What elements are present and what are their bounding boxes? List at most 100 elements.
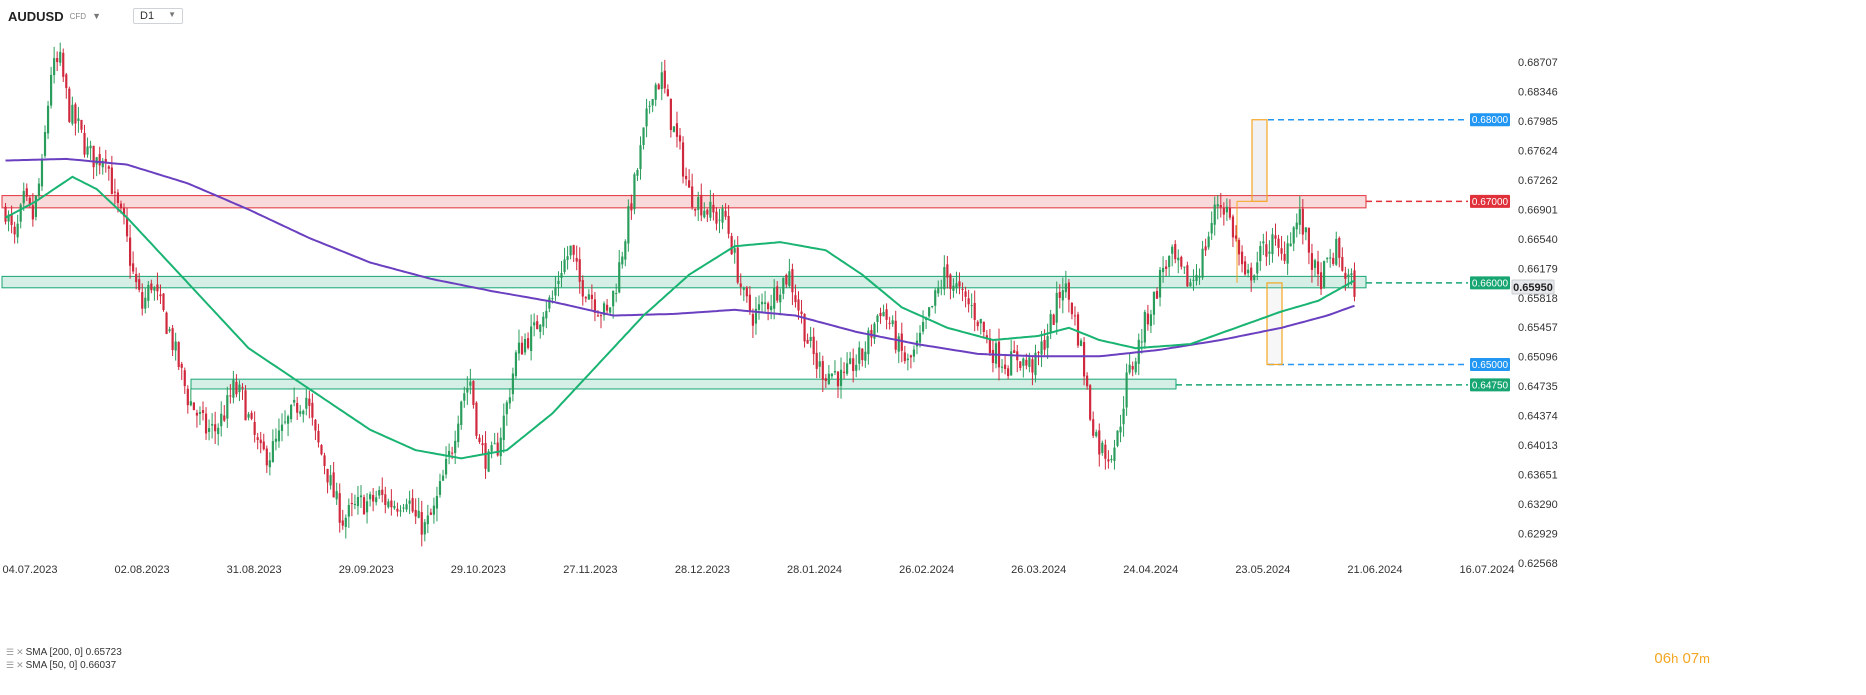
- candle: [347, 498, 350, 528]
- candle-body: [1086, 375, 1089, 387]
- candle: [1122, 396, 1125, 437]
- candle-body: [809, 336, 812, 341]
- candle-body: [1113, 447, 1116, 461]
- candle: [745, 285, 748, 303]
- candle-body: [554, 287, 557, 296]
- close-icon[interactable]: ✕: [16, 647, 24, 657]
- y-tick-label: 0.64735: [1518, 381, 1558, 393]
- candle-body: [867, 330, 870, 355]
- candle: [1304, 227, 1307, 241]
- candle-body: [839, 369, 843, 386]
- y-tick-label: 0.68346: [1518, 87, 1558, 99]
- candle-body: [882, 311, 885, 317]
- candle: [782, 277, 785, 300]
- candle-body: [1174, 244, 1177, 260]
- candle-body: [390, 500, 393, 508]
- candle: [946, 255, 949, 289]
- candle-body: [520, 342, 524, 355]
- candle: [888, 316, 891, 330]
- candle: [65, 72, 68, 99]
- menu-icon[interactable]: ☰: [6, 660, 15, 670]
- symbol-label[interactable]: AUDUSD: [8, 8, 64, 24]
- candle-body: [709, 201, 712, 218]
- candle: [204, 407, 208, 440]
- candle-body: [116, 192, 120, 203]
- candle-body: [1262, 241, 1265, 244]
- level-zone: [190, 378, 1177, 390]
- candle-body: [636, 170, 639, 176]
- candle: [593, 291, 597, 322]
- close-icon[interactable]: ✕: [16, 660, 24, 670]
- candle: [1329, 248, 1332, 268]
- candle: [53, 46, 56, 84]
- candle-body: [937, 287, 940, 294]
- candle-body: [1028, 357, 1031, 367]
- candle-body: [277, 430, 281, 442]
- candle-body: [1022, 358, 1025, 366]
- candle: [849, 351, 852, 365]
- candle: [985, 330, 988, 344]
- candle: [378, 486, 381, 499]
- candle-body: [83, 132, 86, 155]
- candle-body: [1298, 209, 1301, 225]
- candle-body: [548, 297, 551, 309]
- timeframe-select[interactable]: D1 ▼: [133, 8, 183, 24]
- candle: [633, 172, 636, 215]
- y-tick-label: 0.67624: [1518, 145, 1558, 157]
- candle-body: [502, 415, 505, 440]
- candle: [940, 279, 943, 296]
- candle: [794, 284, 797, 308]
- candle: [25, 183, 28, 202]
- legend-sma-200[interactable]: ☰ ✕ SMA [200, 0] 0.65723: [6, 647, 122, 658]
- candle-body: [669, 98, 672, 130]
- candle-body: [627, 206, 630, 244]
- candle-body: [782, 277, 785, 294]
- legend-sma-50[interactable]: ☰ ✕ SMA [50, 0] 0.66037: [6, 660, 116, 671]
- candle: [356, 485, 360, 515]
- candle: [1301, 199, 1304, 245]
- x-tick-label: 26.02.2024: [899, 564, 954, 576]
- x-tick-label: 27.11.2023: [563, 564, 617, 576]
- candle-body: [43, 132, 47, 156]
- candle: [1125, 363, 1128, 416]
- candle: [1055, 281, 1058, 335]
- candle: [873, 321, 876, 345]
- x-tick-label: 29.10.2023: [451, 564, 506, 576]
- candle: [113, 178, 116, 205]
- candle: [809, 326, 812, 348]
- candle: [344, 514, 347, 539]
- candle-body: [128, 237, 132, 266]
- candle-body: [940, 287, 943, 289]
- chevron-down-icon[interactable]: ▼: [92, 11, 101, 21]
- candle: [496, 432, 499, 457]
- candle: [751, 308, 755, 338]
- candle: [444, 446, 448, 479]
- candle-body: [274, 438, 278, 442]
- candle-body: [369, 494, 372, 500]
- candle: [602, 301, 606, 321]
- candle-body: [226, 395, 229, 419]
- candle: [842, 362, 846, 379]
- candle: [539, 324, 542, 339]
- candle: [1104, 439, 1107, 470]
- candle-body: [1101, 442, 1104, 454]
- candle-body: [1107, 459, 1110, 462]
- candle-body: [250, 412, 253, 419]
- candle-body: [1149, 314, 1153, 326]
- candle: [466, 376, 469, 405]
- candle: [1344, 266, 1347, 291]
- candle-body: [113, 191, 116, 193]
- candle-body: [375, 497, 378, 503]
- candle-body: [657, 84, 660, 90]
- candle: [77, 106, 80, 133]
- candle-body: [551, 298, 554, 300]
- candle-body: [514, 352, 518, 377]
- candle: [739, 273, 742, 296]
- menu-icon[interactable]: ☰: [6, 647, 15, 657]
- price-level-tag-bg: [1470, 194, 1510, 208]
- candle: [62, 48, 65, 82]
- candle: [852, 348, 855, 383]
- candle: [19, 202, 22, 229]
- candle-body: [290, 405, 293, 420]
